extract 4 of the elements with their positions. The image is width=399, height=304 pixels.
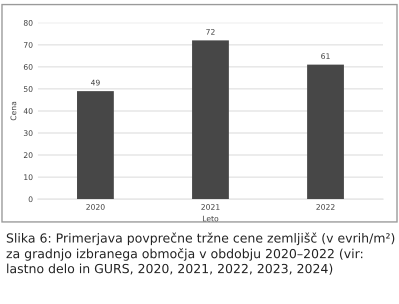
bar [307,64,344,200]
bar [77,91,114,200]
bar [192,40,229,200]
text: Slika 6: Primerjava povprečne tržne cene zemljišč (v evrih/m²) za gradnjo izbranega območja v obdobju 2020–2022 (vir: lastno delo in GURS, 2020, 2021, 2022, 2023, 2024) [6,232,394,275]
